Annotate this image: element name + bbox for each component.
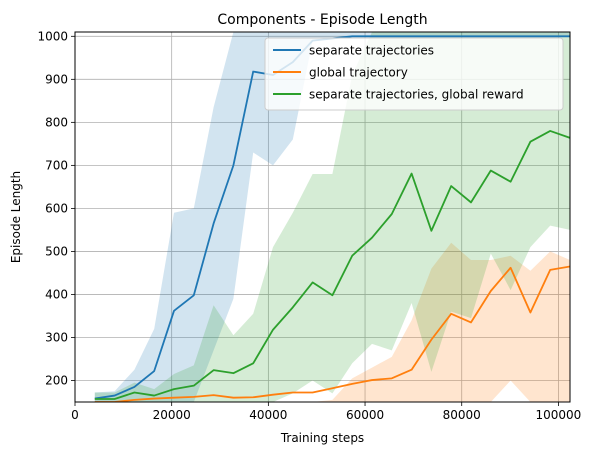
plot-frame: [74, 31, 571, 403]
x-tick-label: 20000: [153, 408, 191, 422]
series-line: [94, 265, 570, 402]
y-tick-label: 500: [45, 244, 68, 258]
x-tick-label: 40000: [249, 408, 287, 422]
y-tick-label: 600: [45, 201, 68, 215]
x-axis-ticks: 0 20000 40000 60000 80000 100000: [71, 402, 581, 422]
legend: separate trajectories global trajectory se…: [264, 37, 564, 111]
confidence-band: [94, 242, 570, 402]
x-tick-label: 100000: [535, 408, 581, 422]
legend-label: global trajectory: [309, 66, 408, 80]
confidence-band: [94, 32, 570, 402]
y-tick-label: 900: [45, 72, 68, 86]
confidence-band: [94, 32, 570, 402]
chart-title: Components - Episode Length: [217, 12, 427, 28]
x-tick-label: 0: [71, 408, 79, 422]
legend-box: [264, 37, 564, 111]
y-tick-label: 1000: [37, 29, 68, 43]
x-tick-label: 80000: [443, 408, 481, 422]
confidence-bands: [94, 32, 570, 402]
x-axis-label: Training steps: [280, 431, 364, 445]
y-axis-ticks: 200 300 400 500 600 700 800 900 1000: [37, 29, 75, 387]
series-line: [94, 130, 570, 400]
x-tick-label: 60000: [346, 408, 384, 422]
y-axis-label: Episode Length: [9, 171, 23, 263]
legend-label: separate trajectories, global reward: [309, 88, 524, 102]
y-tick-label: 800: [45, 115, 68, 129]
legend-label: separate trajectories: [309, 44, 434, 58]
y-tick-label: 200: [45, 373, 68, 387]
y-tick-label: 400: [45, 287, 68, 301]
y-tick-label: 300: [45, 330, 68, 344]
y-tick-label: 700: [45, 158, 68, 172]
